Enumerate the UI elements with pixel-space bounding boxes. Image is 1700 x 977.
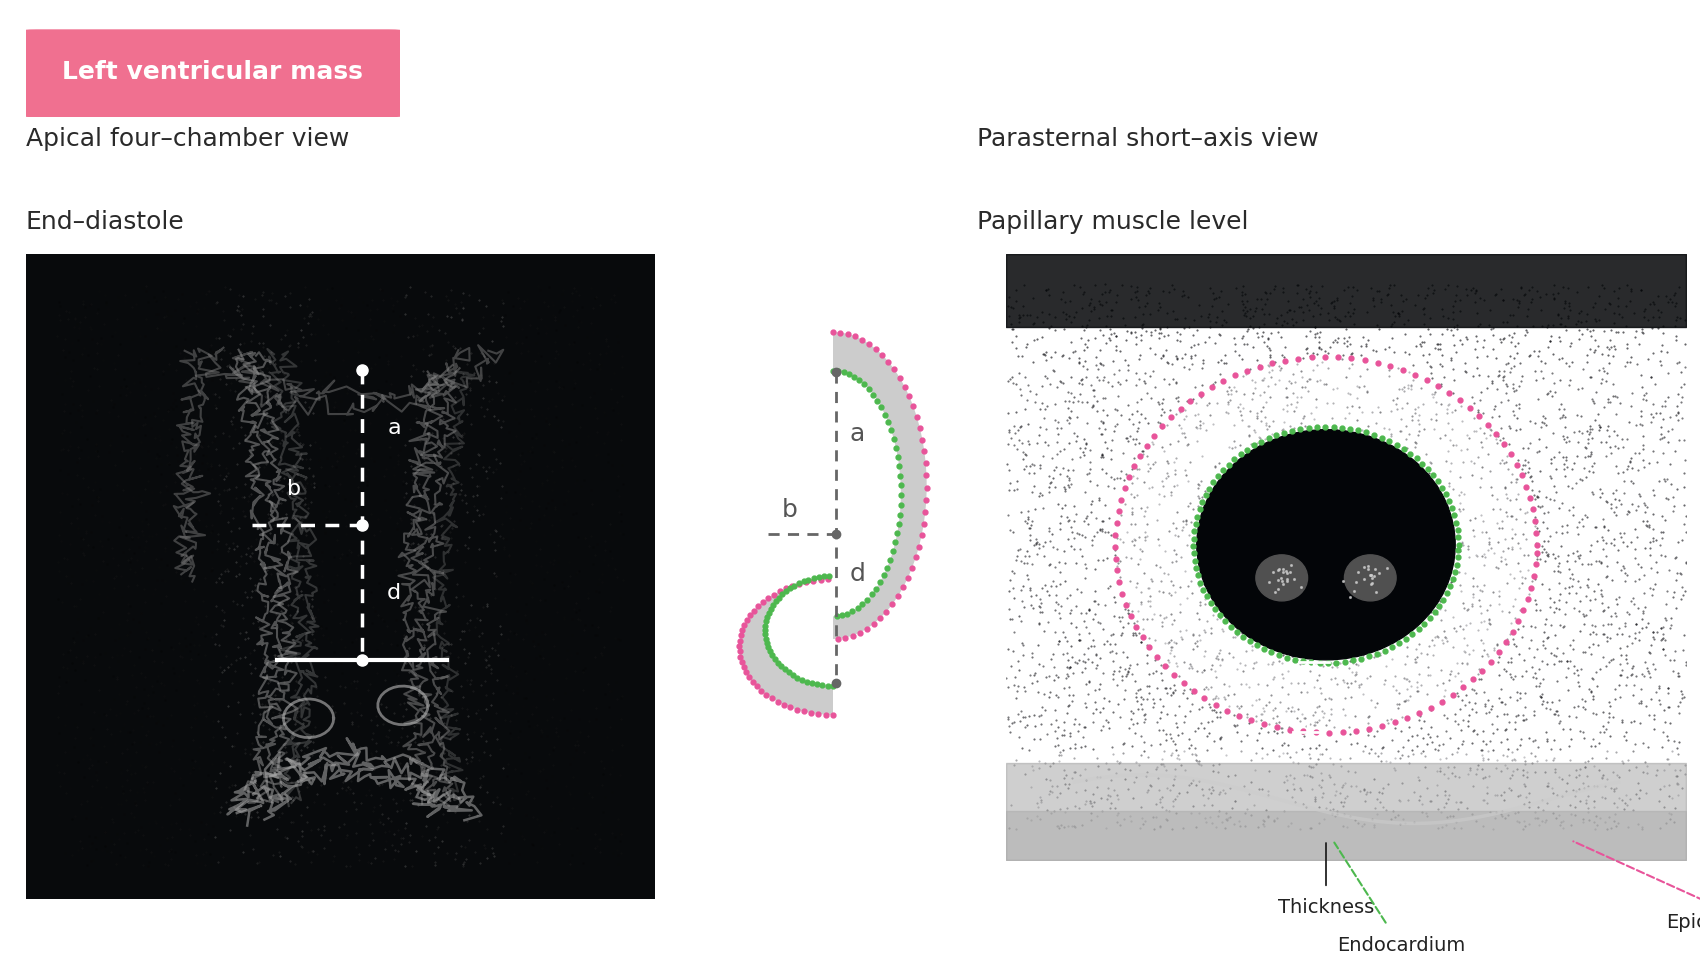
Text: Papillary muscle level: Papillary muscle level xyxy=(977,210,1250,234)
Text: a: a xyxy=(848,422,864,446)
FancyBboxPatch shape xyxy=(7,29,418,117)
Circle shape xyxy=(1256,555,1307,601)
Text: Endocardium: Endocardium xyxy=(1336,936,1465,955)
Text: d: d xyxy=(848,563,865,586)
Text: b: b xyxy=(782,497,797,522)
Text: Parasternal short–axis view: Parasternal short–axis view xyxy=(977,127,1319,151)
Text: Left ventricular mass: Left ventricular mass xyxy=(63,60,362,83)
Text: End–diastole: End–diastole xyxy=(26,210,184,234)
Polygon shape xyxy=(740,332,927,715)
Text: Thickness: Thickness xyxy=(1278,898,1374,916)
Circle shape xyxy=(1345,555,1396,601)
Text: b: b xyxy=(287,479,301,499)
Text: a: a xyxy=(388,418,401,438)
Circle shape xyxy=(1197,430,1455,659)
Text: Epicardium: Epicardium xyxy=(1666,913,1700,932)
Text: Apical four–chamber view: Apical four–chamber view xyxy=(26,127,348,151)
Polygon shape xyxy=(765,371,901,686)
Text: d: d xyxy=(388,582,401,603)
